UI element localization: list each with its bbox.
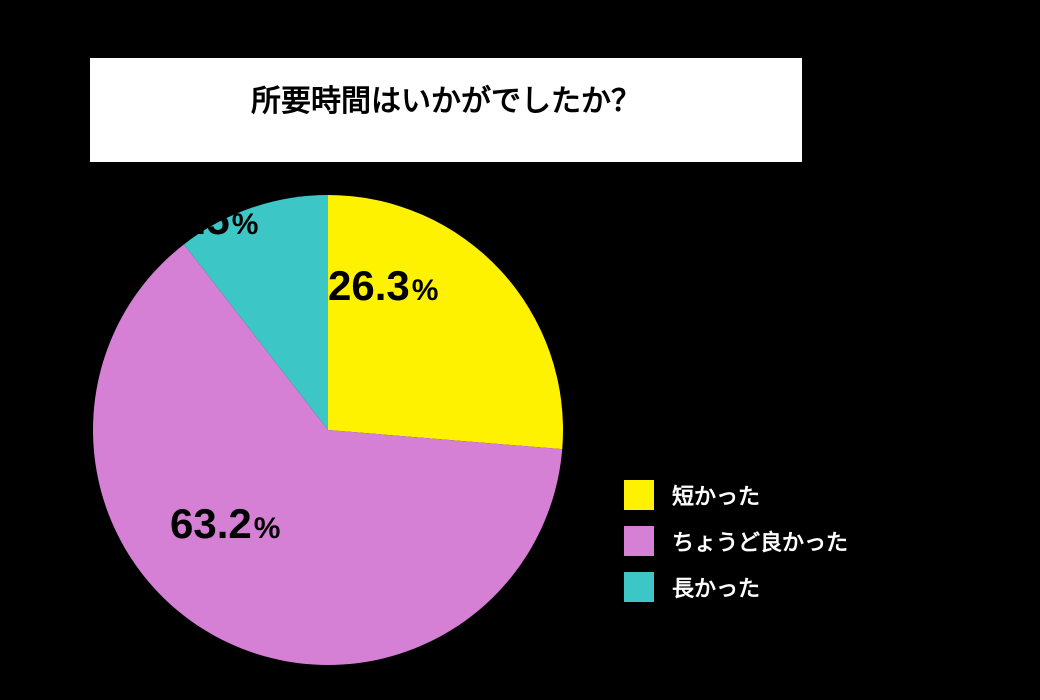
percent-sign: % bbox=[412, 274, 439, 308]
pie-slice-short bbox=[328, 195, 563, 449]
percent-sign: % bbox=[232, 208, 259, 242]
percent-sign: % bbox=[254, 512, 281, 546]
legend-item-short: 短かった bbox=[624, 480, 848, 510]
slice-label-good: 63.2% bbox=[170, 500, 280, 548]
legend-item-good: ちょうど良かった bbox=[624, 526, 848, 556]
legend-swatch-long bbox=[624, 572, 654, 602]
slice-label-short: 26.3% bbox=[328, 262, 438, 310]
legend-label-short: 短かった bbox=[672, 479, 760, 511]
legend-swatch-good bbox=[624, 526, 654, 556]
slice-label-long: 10.5% bbox=[148, 196, 258, 244]
legend-label-good: ちょうど良かった bbox=[672, 525, 848, 557]
legend-label-long: 長かった bbox=[672, 571, 760, 603]
legend-item-long: 長かった bbox=[624, 572, 848, 602]
slice-value-short: 26.3 bbox=[328, 262, 410, 310]
slice-value-good: 63.2 bbox=[170, 500, 252, 548]
legend-swatch-short bbox=[624, 480, 654, 510]
slice-value-long: 10.5 bbox=[148, 196, 230, 244]
legend: 短かったちょうど良かった長かった bbox=[624, 480, 848, 602]
chart-title: 所要時間はいかがでしたか？ bbox=[251, 76, 641, 120]
chart-title-bar: 所要時間はいかがでしたか？ bbox=[90, 58, 802, 162]
